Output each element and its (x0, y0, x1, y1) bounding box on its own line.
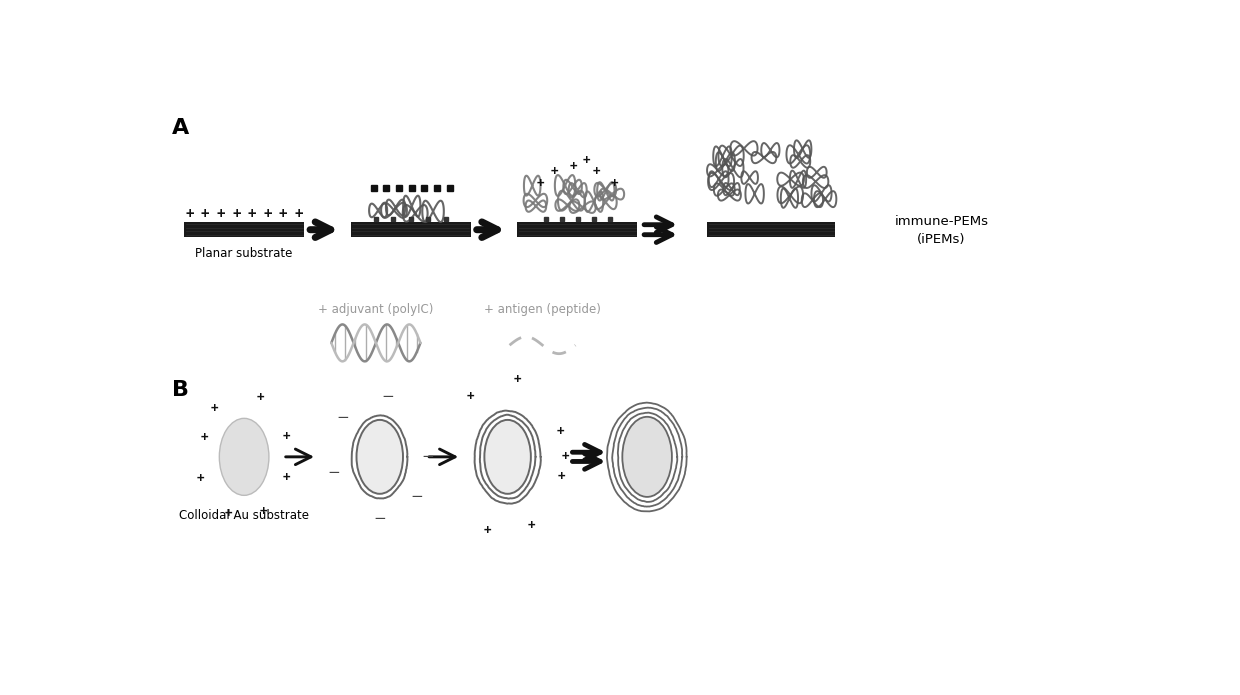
Bar (184, 222, 304, 238)
Text: +: + (569, 160, 578, 173)
Ellipse shape (622, 417, 672, 497)
Text: +: + (562, 450, 569, 464)
Text: +: + (232, 207, 241, 221)
Text: Planar substrate: Planar substrate (196, 247, 293, 260)
Text: +: + (211, 402, 218, 415)
Text: −: − (410, 489, 423, 504)
Text: +: + (217, 207, 224, 221)
Text: +: + (611, 177, 619, 190)
Text: +: + (557, 425, 564, 438)
Text: +: + (295, 207, 303, 221)
Text: +: + (513, 373, 522, 386)
Text: + antigen (peptide): + antigen (peptide) (484, 303, 601, 316)
Text: −: − (422, 450, 434, 464)
Text: +: + (593, 165, 600, 179)
Ellipse shape (485, 420, 531, 494)
Text: B: B (172, 380, 188, 400)
Text: +: + (257, 391, 264, 404)
Text: A: A (172, 118, 190, 138)
Text: +: + (283, 471, 290, 484)
Text: +: + (197, 472, 205, 485)
Bar (351, 222, 471, 238)
Text: +: + (248, 207, 257, 221)
Bar (517, 222, 637, 238)
Text: +: + (537, 177, 544, 190)
Text: +: + (185, 207, 193, 221)
Text: +: + (484, 524, 491, 537)
Text: (iPEMs): (iPEMs) (918, 234, 966, 246)
Text: Colloidal Au substrate: Colloidal Au substrate (179, 509, 309, 522)
Text: +: + (259, 505, 267, 518)
Text: +: + (201, 207, 210, 221)
Text: +: + (558, 470, 565, 483)
Bar (707, 222, 835, 238)
Text: −: − (382, 389, 394, 404)
Text: +: + (583, 154, 590, 167)
Text: +: + (283, 430, 290, 443)
Text: −: − (373, 511, 386, 526)
Text: +: + (279, 207, 288, 221)
Text: +: + (527, 518, 534, 532)
Text: +: + (466, 390, 474, 403)
Text: immune-PEMs: immune-PEMs (894, 215, 988, 229)
Ellipse shape (357, 420, 403, 494)
Text: +: + (551, 165, 558, 179)
Text: −: − (336, 410, 350, 425)
Text: +: + (263, 207, 272, 221)
Text: +: + (224, 507, 233, 520)
Text: +: + (201, 431, 208, 443)
Ellipse shape (219, 418, 269, 496)
Text: −: − (327, 465, 340, 480)
Text: + adjuvant (polyIC): + adjuvant (polyIC) (319, 303, 434, 316)
